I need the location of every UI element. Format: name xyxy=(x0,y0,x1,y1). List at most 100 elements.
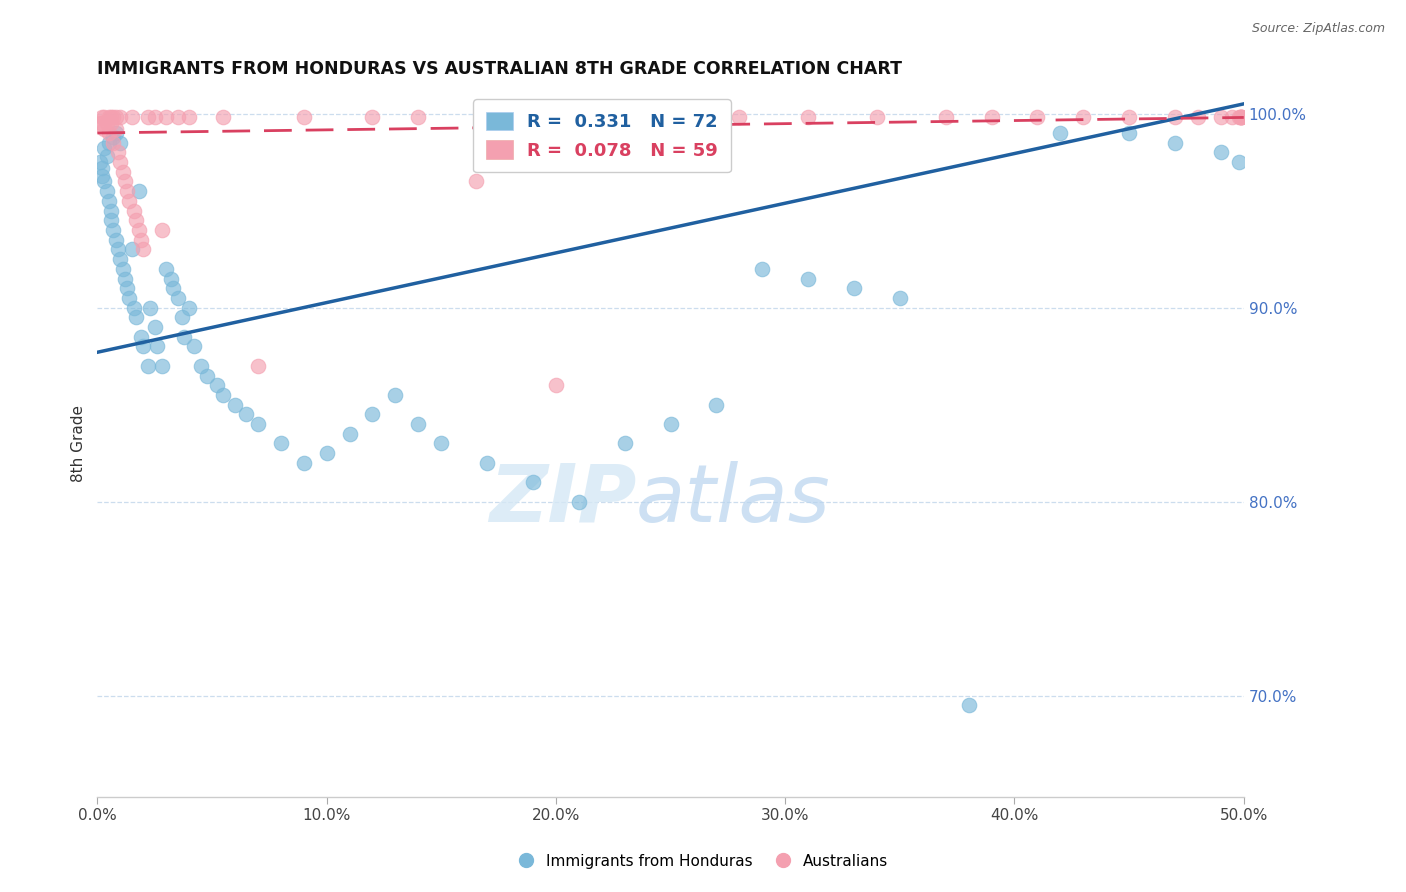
Point xyxy=(91,116,114,130)
Point xyxy=(107,145,129,160)
Point xyxy=(1230,111,1253,125)
Point xyxy=(384,388,406,402)
Point xyxy=(146,339,169,353)
Point xyxy=(107,243,129,257)
Point xyxy=(212,111,235,125)
Point xyxy=(728,111,751,125)
Point xyxy=(97,136,120,150)
Y-axis label: 8th Grade: 8th Grade xyxy=(72,405,86,482)
Point xyxy=(96,149,118,163)
Point xyxy=(980,111,1002,125)
Point xyxy=(159,271,181,285)
Legend: Immigrants from Honduras, Australians: Immigrants from Honduras, Australians xyxy=(512,848,894,875)
Point xyxy=(97,194,120,208)
Point xyxy=(104,126,127,140)
Point xyxy=(246,359,269,373)
Point xyxy=(1026,111,1049,125)
Point xyxy=(957,698,980,713)
Text: IMMIGRANTS FROM HONDURAS VS AUSTRALIAN 8TH GRADE CORRELATION CHART: IMMIGRANTS FROM HONDURAS VS AUSTRALIAN 8… xyxy=(97,60,903,78)
Point xyxy=(1227,111,1250,125)
Point xyxy=(270,436,292,450)
Text: Source: ZipAtlas.com: Source: ZipAtlas.com xyxy=(1251,22,1385,36)
Point xyxy=(93,141,115,155)
Point xyxy=(1049,126,1071,140)
Point xyxy=(121,243,143,257)
Point xyxy=(751,261,773,276)
Point xyxy=(162,281,184,295)
Point xyxy=(103,129,125,144)
Point xyxy=(128,184,150,198)
Point xyxy=(89,155,111,169)
Point xyxy=(132,339,155,353)
Point xyxy=(797,111,820,125)
Point xyxy=(190,359,212,373)
Point xyxy=(464,174,486,188)
Point xyxy=(408,111,430,125)
Point xyxy=(1230,111,1253,125)
Point xyxy=(91,161,114,175)
Point xyxy=(100,116,122,130)
Point xyxy=(197,368,219,383)
Point xyxy=(224,398,246,412)
Point xyxy=(292,111,315,125)
Point xyxy=(1220,111,1243,125)
Point xyxy=(121,111,143,125)
Point xyxy=(125,310,148,325)
Point xyxy=(173,330,195,344)
Point xyxy=(122,203,145,218)
Point xyxy=(1164,111,1187,125)
Point xyxy=(91,111,114,125)
Text: atlas: atlas xyxy=(636,461,831,539)
Point xyxy=(115,281,138,295)
Point xyxy=(118,194,141,208)
Point xyxy=(150,223,173,237)
Point xyxy=(103,136,125,150)
Point xyxy=(93,111,115,125)
Point xyxy=(522,475,544,490)
Point xyxy=(118,291,141,305)
Point xyxy=(1118,111,1140,125)
Point xyxy=(125,213,148,227)
Point xyxy=(842,281,865,295)
Point xyxy=(430,436,453,450)
Point xyxy=(613,436,636,450)
Point xyxy=(115,184,138,198)
Point xyxy=(155,111,177,125)
Point xyxy=(1187,111,1209,125)
Point xyxy=(1071,111,1094,125)
Point xyxy=(866,111,889,125)
Point xyxy=(111,165,134,179)
Point xyxy=(110,111,132,125)
Point xyxy=(1230,111,1253,125)
Point xyxy=(110,155,132,169)
Point xyxy=(339,426,361,441)
Point xyxy=(97,111,120,125)
Point xyxy=(91,169,114,183)
Point xyxy=(110,252,132,266)
Point xyxy=(797,271,820,285)
Point xyxy=(183,339,205,353)
Point xyxy=(475,456,498,470)
Point xyxy=(103,111,125,125)
Point xyxy=(177,111,200,125)
Text: ZIP: ZIP xyxy=(489,461,636,539)
Point xyxy=(637,111,659,125)
Point xyxy=(177,301,200,315)
Point xyxy=(361,408,384,422)
Point xyxy=(1230,111,1253,125)
Point xyxy=(110,136,132,150)
Point xyxy=(706,398,728,412)
Point xyxy=(935,111,957,125)
Point xyxy=(408,417,430,431)
Point xyxy=(96,184,118,198)
Point xyxy=(104,111,127,125)
Point xyxy=(292,456,315,470)
Point xyxy=(1164,136,1187,150)
Point xyxy=(1227,155,1250,169)
Point xyxy=(100,203,122,218)
Point xyxy=(659,417,682,431)
Point xyxy=(155,261,177,276)
Point xyxy=(143,320,166,334)
Point xyxy=(1230,111,1253,125)
Point xyxy=(96,116,118,130)
